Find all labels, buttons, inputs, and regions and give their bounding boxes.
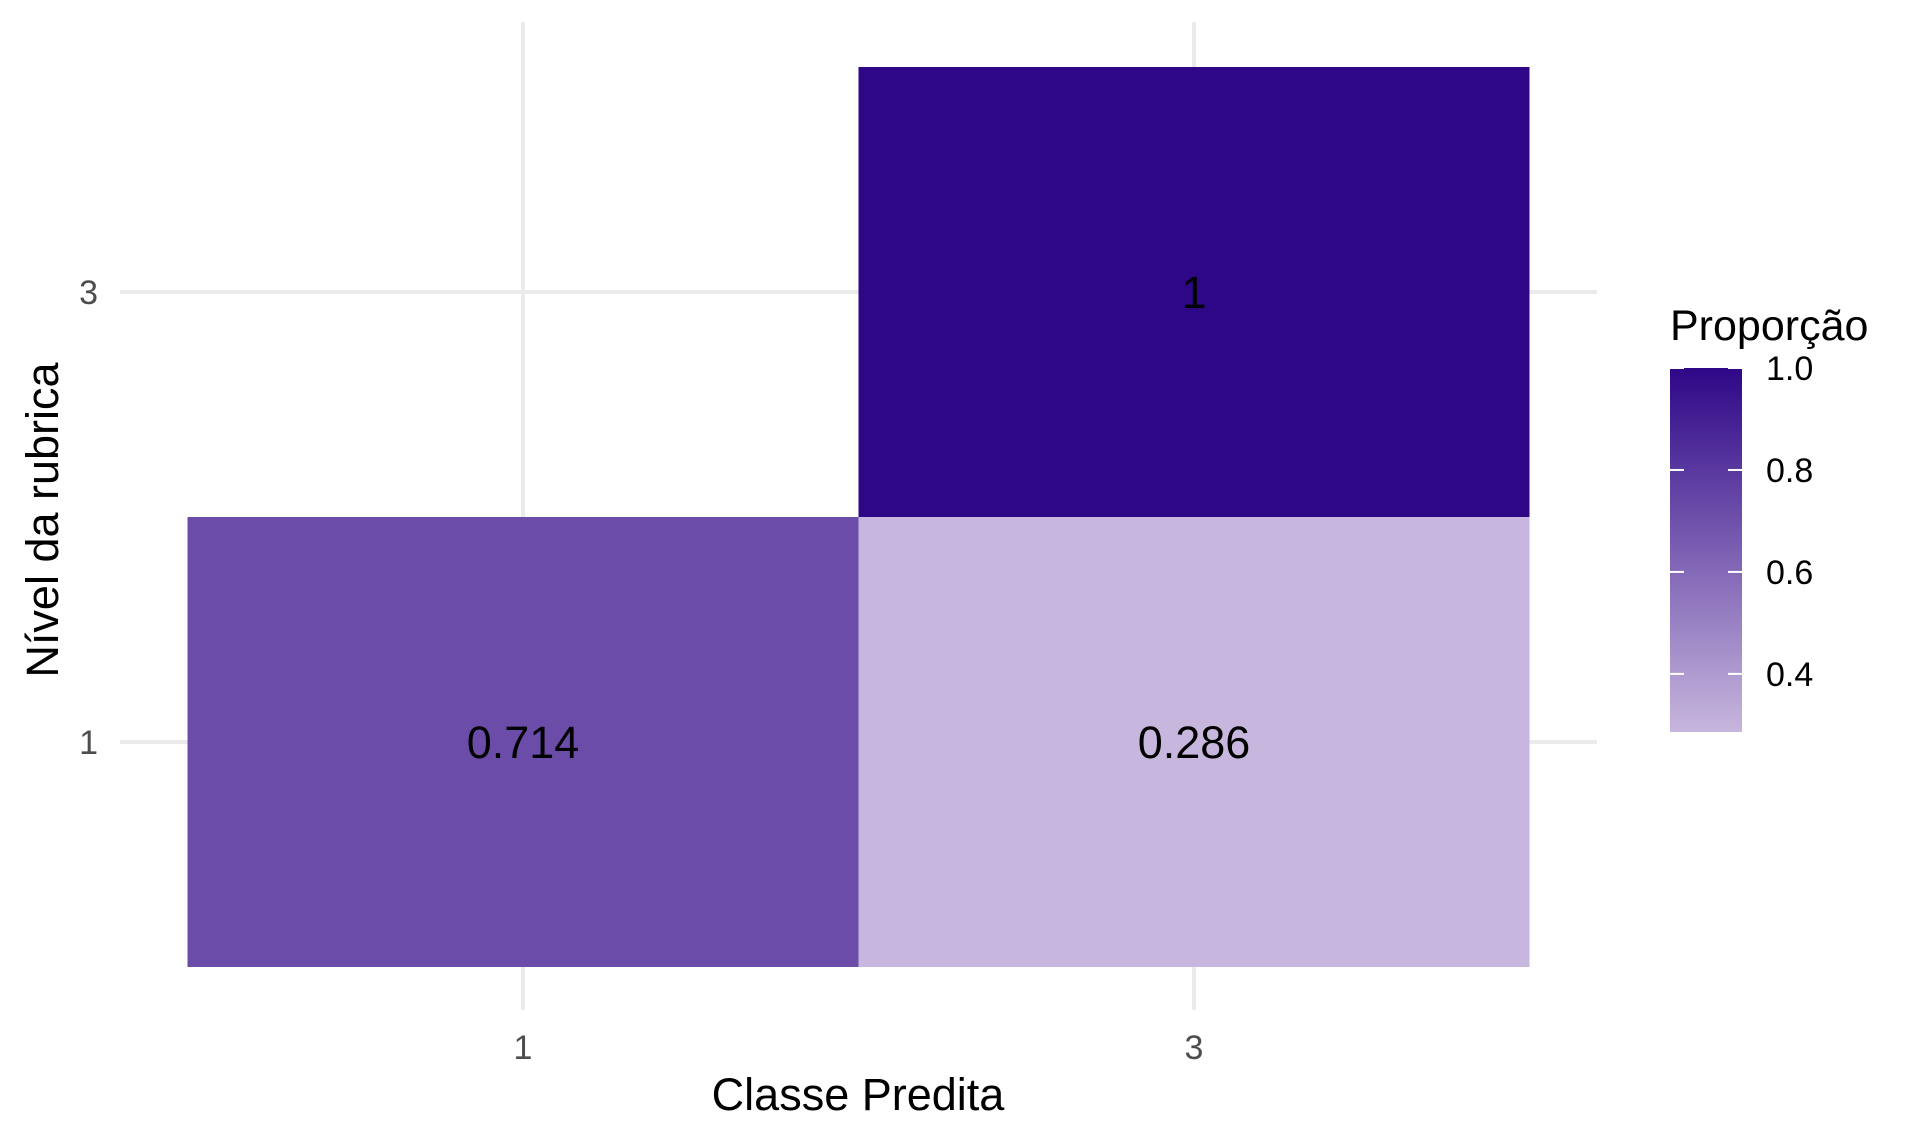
cell-label-x3-y3: 1	[1181, 267, 1206, 318]
legend-tick-label-1: 0.6	[1766, 554, 1813, 592]
cell-label-x1-y1: 0.714	[467, 717, 580, 768]
legend-title: Proporção	[1670, 302, 1868, 350]
cell-value-labels: 0.714 0.286 1	[467, 267, 1251, 768]
heatmap-cells	[187, 67, 1530, 967]
legend-tick-label-2: 0.8	[1766, 452, 1813, 490]
x-tick-label-1: 1	[514, 1029, 533, 1067]
cell-label-x3-y1: 0.286	[1138, 717, 1251, 768]
y-tick-label-3: 3	[79, 274, 98, 312]
legend-color-bar	[1670, 368, 1742, 732]
legend-tick-label-0: 0.4	[1766, 656, 1813, 694]
heatmap-cell-x1-y1	[187, 517, 859, 967]
x-axis-title: Classe Predita	[712, 1069, 1006, 1120]
x-tick-label-3: 3	[1185, 1029, 1204, 1067]
heatmap-cell-x3-y1	[858, 517, 1530, 967]
legend-ticks: 0.4 0.6 0.8 1.0	[1670, 350, 1813, 694]
y-axis-title: Nível da rubrica	[17, 361, 68, 677]
y-axis-ticks: 13	[79, 274, 98, 762]
color-legend: Proporção 0.4 0.6 0.8 1.0	[1670, 302, 1868, 732]
heatmap-cell-x3-y3	[858, 67, 1530, 517]
y-tick-label-1: 1	[79, 724, 98, 762]
legend-tick-label-3: 1.0	[1766, 350, 1813, 388]
